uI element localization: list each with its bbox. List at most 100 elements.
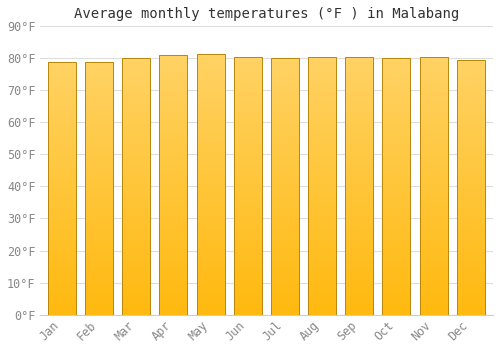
Bar: [234, 57, 262, 315]
Bar: [48, 293, 76, 294]
Bar: [48, 245, 76, 246]
Bar: [48, 140, 76, 141]
Bar: [234, 161, 262, 162]
Bar: [457, 75, 484, 76]
Bar: [382, 193, 410, 194]
Bar: [160, 224, 188, 225]
Bar: [271, 198, 299, 199]
Bar: [420, 179, 448, 181]
Bar: [420, 102, 448, 103]
Bar: [85, 265, 113, 266]
Bar: [122, 126, 150, 127]
Bar: [420, 211, 448, 213]
Bar: [308, 165, 336, 166]
Bar: [346, 147, 373, 148]
Bar: [457, 99, 484, 101]
Bar: [271, 248, 299, 249]
Bar: [122, 111, 150, 112]
Bar: [457, 171, 484, 172]
Bar: [48, 247, 76, 249]
Bar: [234, 102, 262, 103]
Bar: [308, 71, 336, 72]
Bar: [457, 209, 484, 210]
Bar: [160, 236, 188, 237]
Bar: [457, 107, 484, 108]
Bar: [48, 203, 76, 204]
Bar: [308, 122, 336, 124]
Bar: [48, 179, 76, 181]
Bar: [271, 177, 299, 179]
Bar: [308, 168, 336, 169]
Bar: [234, 243, 262, 244]
Bar: [308, 166, 336, 168]
Bar: [160, 91, 188, 93]
Bar: [457, 61, 484, 62]
Bar: [48, 158, 76, 159]
Bar: [48, 303, 76, 304]
Bar: [160, 195, 188, 196]
Bar: [420, 145, 448, 146]
Bar: [271, 275, 299, 276]
Bar: [160, 151, 188, 152]
Bar: [346, 142, 373, 143]
Bar: [196, 72, 224, 73]
Bar: [234, 299, 262, 300]
Bar: [457, 201, 484, 203]
Bar: [346, 213, 373, 214]
Bar: [457, 138, 484, 139]
Bar: [122, 249, 150, 251]
Bar: [308, 281, 336, 282]
Bar: [122, 76, 150, 78]
Bar: [196, 179, 224, 180]
Bar: [271, 282, 299, 284]
Bar: [85, 77, 113, 78]
Bar: [196, 254, 224, 256]
Bar: [271, 190, 299, 191]
Bar: [271, 265, 299, 266]
Bar: [308, 157, 336, 159]
Bar: [346, 135, 373, 137]
Bar: [457, 276, 484, 278]
Bar: [271, 143, 299, 144]
Bar: [382, 98, 410, 99]
Bar: [457, 172, 484, 173]
Bar: [122, 207, 150, 208]
Bar: [346, 236, 373, 237]
Bar: [457, 294, 484, 295]
Bar: [48, 258, 76, 259]
Bar: [271, 238, 299, 239]
Bar: [234, 164, 262, 165]
Bar: [308, 204, 336, 205]
Bar: [48, 198, 76, 200]
Bar: [382, 58, 410, 60]
Bar: [160, 148, 188, 150]
Bar: [382, 279, 410, 280]
Bar: [160, 228, 188, 229]
Bar: [382, 274, 410, 275]
Bar: [122, 271, 150, 272]
Bar: [308, 77, 336, 79]
Bar: [85, 62, 113, 63]
Bar: [457, 228, 484, 229]
Bar: [382, 164, 410, 166]
Bar: [85, 208, 113, 210]
Bar: [48, 287, 76, 288]
Bar: [346, 258, 373, 259]
Bar: [48, 146, 76, 148]
Bar: [122, 106, 150, 107]
Bar: [382, 270, 410, 271]
Bar: [196, 243, 224, 244]
Bar: [271, 233, 299, 234]
Bar: [346, 240, 373, 241]
Bar: [122, 201, 150, 202]
Bar: [382, 299, 410, 301]
Bar: [420, 122, 448, 124]
Bar: [420, 98, 448, 99]
Bar: [234, 145, 262, 146]
Bar: [85, 272, 113, 273]
Bar: [196, 234, 224, 235]
Bar: [48, 103, 76, 105]
Bar: [196, 184, 224, 186]
Bar: [271, 172, 299, 174]
Bar: [457, 148, 484, 149]
